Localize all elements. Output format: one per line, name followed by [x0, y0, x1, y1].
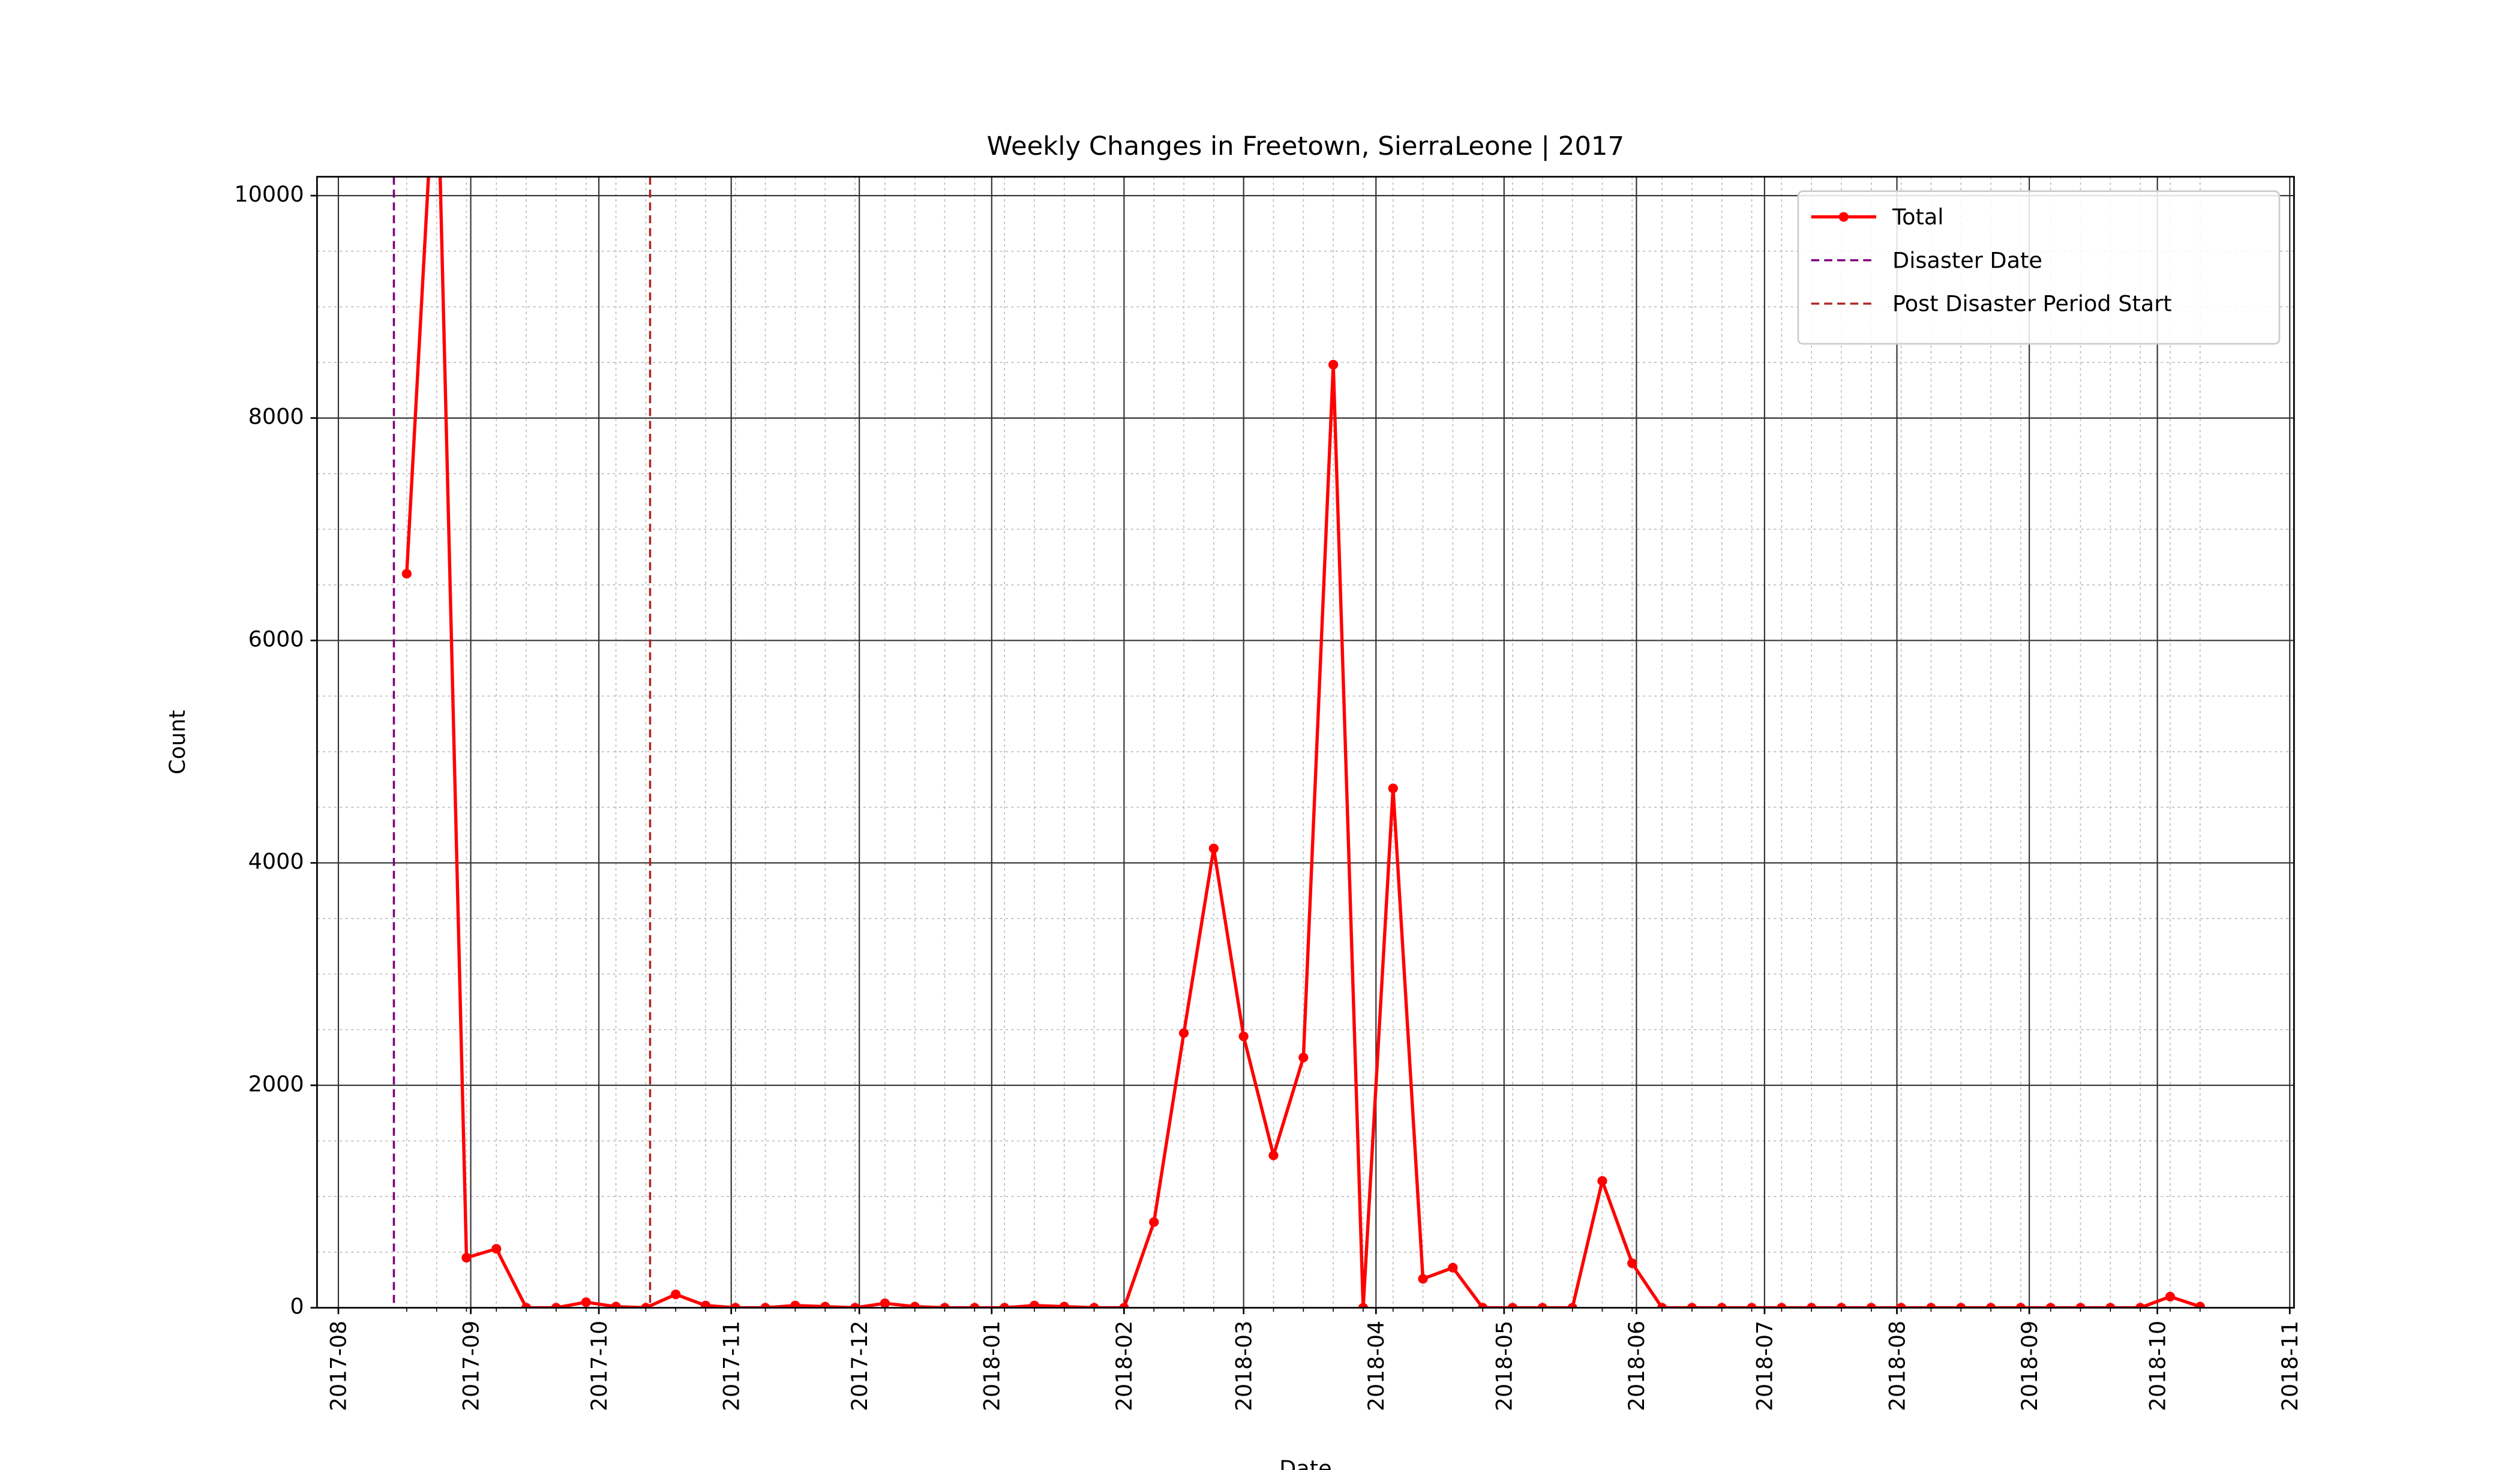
- data-point: [1358, 1303, 1369, 1308]
- x-tick-label: 2017-11: [718, 1321, 744, 1411]
- x-tick-label: 2018-11: [2277, 1321, 2303, 1411]
- data-point: [401, 569, 412, 579]
- data-point: [760, 1303, 770, 1308]
- data-point: [1597, 1176, 1607, 1186]
- x-tick-label: 2018-02: [1111, 1321, 1137, 1411]
- data-point: [790, 1300, 800, 1308]
- data-point: [671, 1289, 681, 1300]
- data-point: [1000, 1303, 1010, 1308]
- y-tick-label: 10000: [234, 181, 304, 207]
- data-point: [940, 1303, 950, 1308]
- data-point: [1836, 1303, 1847, 1308]
- legend-label: Disaster Date: [1892, 248, 2042, 274]
- data-point: [2105, 1303, 2116, 1308]
- data-point: [2135, 1303, 2146, 1308]
- data-point: [1418, 1274, 1428, 1284]
- data-point: [1627, 1258, 1637, 1268]
- data-point: [970, 1303, 980, 1308]
- legend-label: Post Disaster Period Start: [1892, 291, 2172, 317]
- data-point: [1029, 1300, 1040, 1308]
- x-tick-label: 2018-06: [1624, 1321, 1649, 1411]
- data-point: [880, 1298, 890, 1308]
- x-tick-label: 2018-03: [1231, 1321, 1256, 1411]
- data-point: [1687, 1303, 1697, 1308]
- x-tick-label: 2018-07: [1751, 1321, 1777, 1411]
- legend: Total Disaster Date Post Disaster Period S…: [1797, 190, 2281, 345]
- data-point: [1388, 783, 1398, 794]
- y-tick-label: 0: [290, 1294, 304, 1319]
- x-tick-label: 2018-01: [979, 1321, 1004, 1411]
- x-tick-label: 2017-09: [458, 1321, 484, 1411]
- data-point: [1268, 1150, 1279, 1160]
- data-point: [1298, 1052, 1309, 1063]
- data-point: [641, 1303, 651, 1308]
- x-tick-label: 2017-10: [586, 1321, 612, 1411]
- x-tick-label: 2018-08: [1884, 1321, 1910, 1411]
- y-tick-label: 6000: [248, 626, 304, 652]
- data-point: [1208, 844, 1219, 854]
- data-point: [1328, 359, 1339, 370]
- x-tick-label: 2017-08: [326, 1321, 352, 1411]
- data-point: [1537, 1303, 1547, 1308]
- data-point: [1507, 1303, 1518, 1308]
- data-point: [432, 24, 442, 34]
- data-point: [1777, 1303, 1787, 1308]
- y-tick-label: 4000: [248, 848, 304, 874]
- data-point: [1567, 1303, 1577, 1308]
- data-point: [1059, 1301, 1069, 1308]
- y-tick-label: 2000: [248, 1071, 304, 1097]
- data-point: [2045, 1303, 2056, 1308]
- legend-marker: [1838, 212, 1849, 222]
- data-point: [1956, 1303, 1966, 1308]
- plot-frame: [316, 176, 2295, 1309]
- data-point: [820, 1301, 830, 1308]
- data-point: [1119, 1303, 1129, 1308]
- data-point: [1926, 1303, 1936, 1308]
- y-axis-label: Count: [164, 710, 190, 774]
- data-point: [2195, 1301, 2205, 1308]
- data-point: [700, 1300, 711, 1308]
- grid: [317, 176, 2294, 1309]
- data-point: [1866, 1303, 1876, 1308]
- plot-area: [401, 24, 2205, 1308]
- data-point: [461, 1253, 472, 1263]
- data-point: [1657, 1303, 1667, 1308]
- x-tick-label: 2018-09: [2017, 1321, 2042, 1411]
- data-point: [521, 1303, 532, 1308]
- data-point: [1089, 1303, 1099, 1308]
- data-point: [1807, 1303, 1817, 1308]
- x-tick-label: 2018-10: [2144, 1321, 2170, 1411]
- data-point: [581, 1297, 591, 1307]
- data-point: [730, 1303, 740, 1308]
- data-point: [910, 1301, 920, 1308]
- data-point: [2165, 1291, 2176, 1302]
- data-point: [1478, 1303, 1488, 1308]
- data-point: [1448, 1262, 1458, 1273]
- data-point: [1717, 1303, 1727, 1308]
- x-tick-label: 2018-05: [1491, 1321, 1517, 1411]
- data-point: [1238, 1031, 1249, 1042]
- data-point: [1178, 1028, 1189, 1038]
- legend-label: Total: [1892, 204, 1943, 230]
- legend-box: [1797, 190, 2281, 345]
- data-point: [551, 1303, 562, 1308]
- x-tick-label: 2017-12: [847, 1321, 872, 1411]
- x-axis-label: Date: [1279, 1456, 1331, 1470]
- data-point: [1985, 1303, 1996, 1308]
- data-point: [2015, 1303, 2026, 1308]
- data-point: [1896, 1303, 1906, 1308]
- data-point: [491, 1244, 502, 1254]
- x-tick-label: 2018-04: [1363, 1321, 1389, 1411]
- data-point: [850, 1303, 860, 1308]
- y-tick-label: 8000: [248, 404, 304, 430]
- chart-title: Weekly Changes in Freetown, SierraLeone …: [987, 131, 1624, 161]
- data-point: [611, 1301, 621, 1308]
- data-point: [1149, 1217, 1159, 1227]
- data-point: [2075, 1303, 2086, 1308]
- data-point: [1747, 1303, 1757, 1308]
